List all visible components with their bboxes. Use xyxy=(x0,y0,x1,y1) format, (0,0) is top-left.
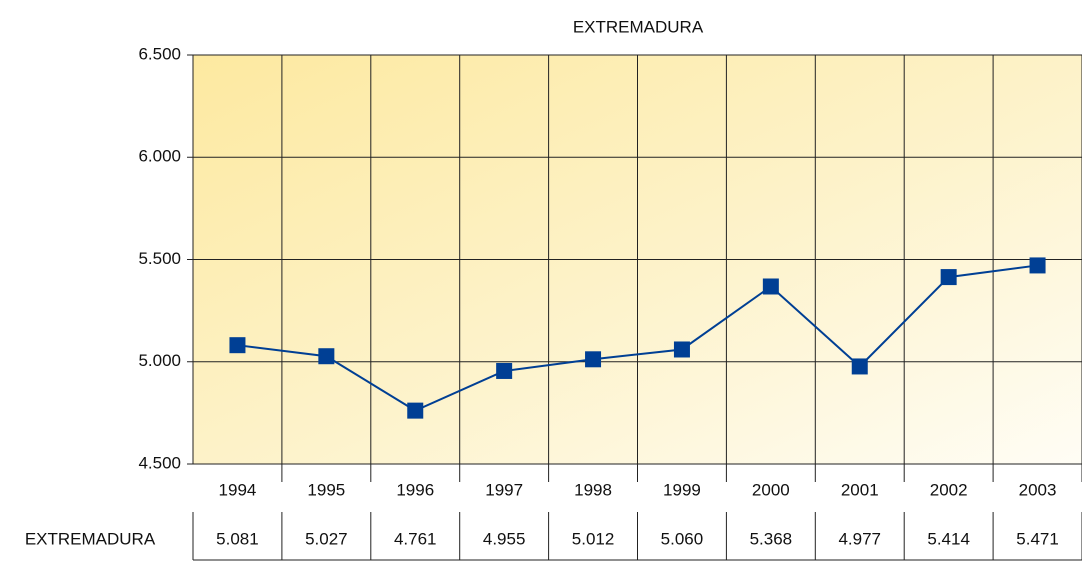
x-tick-label: 2002 xyxy=(930,480,968,499)
x-tick-label: 1998 xyxy=(574,480,612,499)
point-marker xyxy=(762,278,779,295)
x-tick-label: 1995 xyxy=(307,480,345,499)
chart-title: EXTREMADURA xyxy=(573,17,704,36)
y-tick-label: 5.500 xyxy=(138,249,181,268)
point-marker xyxy=(496,362,513,379)
series-line xyxy=(237,264,1038,412)
table-value: 4.955 xyxy=(483,529,526,548)
x-tick-label: 2000 xyxy=(752,480,790,499)
table-value: 4.761 xyxy=(394,529,437,548)
x-tick-label: 1996 xyxy=(396,480,434,499)
point-marker xyxy=(1029,257,1046,274)
table-value: 5.027 xyxy=(305,529,348,548)
x-tick-label: 2003 xyxy=(1019,480,1057,499)
table-value: 5.012 xyxy=(572,529,615,548)
x-tick-label: 2001 xyxy=(841,480,879,499)
table-value: 5.368 xyxy=(750,529,793,548)
point-marker xyxy=(673,341,690,358)
point-marker xyxy=(940,269,957,286)
point-marker xyxy=(407,402,424,419)
x-tick-label: 1994 xyxy=(219,480,257,499)
y-tick-label: 6.500 xyxy=(138,44,181,63)
y-tick-label: 5.000 xyxy=(138,351,181,370)
table-value: 5.081 xyxy=(216,529,259,548)
table-value: 5.414 xyxy=(927,529,970,548)
y-tick-label: 6.000 xyxy=(138,147,181,166)
x-tick-label: 1999 xyxy=(663,480,701,499)
y-tick-label: 4.500 xyxy=(138,453,181,472)
point-marker xyxy=(585,351,602,368)
point-marker xyxy=(851,358,868,375)
x-tick-label: 1997 xyxy=(485,480,523,499)
point-marker xyxy=(318,348,335,365)
table-row-label: EXTREMADURA xyxy=(25,529,156,548)
table-value: 5.471 xyxy=(1016,529,1059,548)
point-marker xyxy=(229,337,246,354)
table-value: 5.060 xyxy=(661,529,704,548)
table-value: 4.977 xyxy=(838,529,881,548)
